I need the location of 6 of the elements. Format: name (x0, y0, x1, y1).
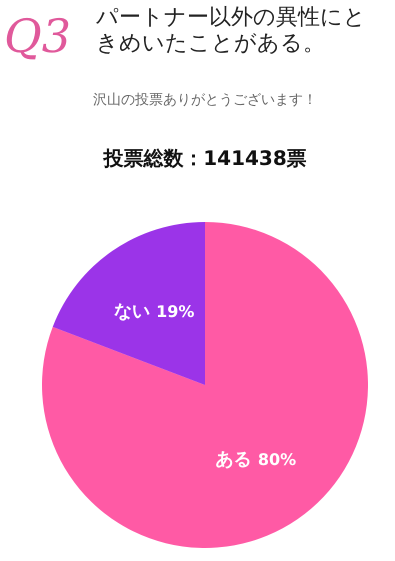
label: ない 19% (114, 301, 194, 322)
title: Q3 (4, 9, 71, 63)
label: ある 80% (216, 448, 296, 470)
annotation: 沢山の投票ありがとうございます！ (93, 92, 317, 108)
annotation: 投票総数：141438票 (103, 146, 307, 170)
subtitle: パートナー以外の異性にときめいたことがある。 (96, 5, 366, 56)
